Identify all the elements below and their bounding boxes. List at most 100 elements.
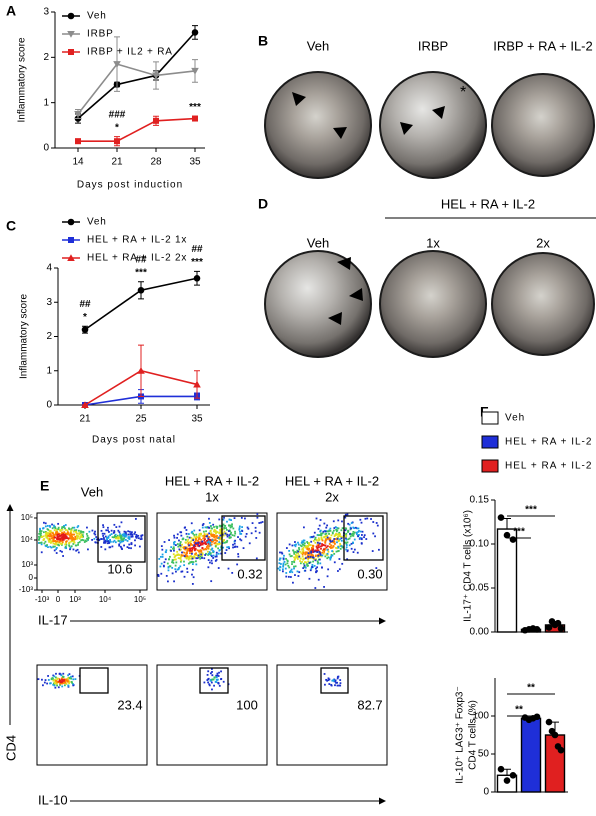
event-dot bbox=[185, 551, 188, 554]
event-dot bbox=[308, 547, 310, 550]
event-dot bbox=[195, 560, 197, 563]
event-dot bbox=[228, 536, 231, 539]
event-dot bbox=[219, 529, 222, 532]
event-dot bbox=[233, 542, 236, 545]
event-dot bbox=[109, 538, 111, 541]
event-dot bbox=[179, 544, 182, 547]
event-dot bbox=[302, 567, 305, 569]
event-dot bbox=[42, 535, 45, 538]
event-dot bbox=[301, 560, 303, 563]
event-dot bbox=[178, 548, 181, 551]
event-dot bbox=[308, 544, 311, 547]
event-dot bbox=[200, 539, 203, 541]
event-dot bbox=[62, 538, 65, 541]
event-dot bbox=[345, 542, 348, 545]
event-dot bbox=[203, 536, 206, 539]
event-dot bbox=[312, 539, 315, 542]
event-dot bbox=[254, 530, 257, 533]
data-point bbox=[503, 531, 511, 539]
event-dot bbox=[168, 565, 171, 568]
event-dot bbox=[200, 551, 203, 553]
event-dot bbox=[47, 533, 50, 536]
legend-label: HEL + RA + IL-2 1x bbox=[505, 437, 596, 448]
event-dot bbox=[319, 530, 322, 533]
event-dot bbox=[68, 537, 71, 539]
event-dot bbox=[246, 526, 249, 529]
event-dot bbox=[102, 526, 105, 529]
event-dot bbox=[365, 538, 368, 540]
event-dot bbox=[328, 678, 331, 681]
event-dot bbox=[344, 513, 347, 516]
event-dot bbox=[61, 680, 63, 683]
event-dot bbox=[165, 551, 167, 554]
event-dot bbox=[302, 546, 305, 549]
event-dot bbox=[211, 535, 213, 538]
event-dot bbox=[53, 684, 56, 687]
event-dot bbox=[193, 529, 196, 532]
event-dot bbox=[316, 560, 319, 563]
event-dot bbox=[160, 545, 163, 548]
event-dot bbox=[134, 544, 136, 547]
event-dot bbox=[60, 543, 63, 546]
event-dot bbox=[37, 542, 40, 544]
event-dot bbox=[114, 537, 117, 540]
event-dot bbox=[128, 543, 131, 546]
event-dot bbox=[43, 538, 45, 540]
event-dot bbox=[49, 542, 52, 544]
event-dot bbox=[52, 683, 55, 686]
marker bbox=[153, 117, 159, 124]
event-dot bbox=[68, 533, 71, 536]
event-dot bbox=[189, 561, 192, 564]
event-dot bbox=[311, 536, 313, 538]
event-dot bbox=[113, 539, 116, 542]
event-dot bbox=[293, 544, 296, 547]
event-dot bbox=[177, 545, 180, 548]
event-dot bbox=[337, 546, 340, 549]
event-dot bbox=[212, 550, 215, 552]
event-dot bbox=[296, 555, 299, 557]
annotation: *** bbox=[189, 102, 201, 113]
event-dot bbox=[297, 541, 299, 544]
event-dot bbox=[182, 546, 184, 549]
event-dot bbox=[317, 544, 320, 547]
event-dot bbox=[219, 534, 222, 537]
event-dot bbox=[191, 555, 194, 558]
event-dot bbox=[305, 561, 308, 564]
event-dot bbox=[119, 545, 122, 548]
event-dot bbox=[49, 525, 52, 528]
event-dot bbox=[38, 538, 40, 541]
marker bbox=[137, 286, 145, 294]
event-dot bbox=[63, 533, 65, 536]
event-dot bbox=[308, 552, 311, 555]
event-dot bbox=[223, 530, 226, 533]
event-dot bbox=[283, 561, 286, 563]
event-dot bbox=[187, 543, 190, 546]
event-dot bbox=[338, 558, 341, 560]
event-dot bbox=[180, 570, 183, 573]
event-dot bbox=[185, 547, 188, 550]
y-tick-label: 0.00 bbox=[470, 627, 490, 638]
event-dot bbox=[127, 533, 130, 536]
event-dot bbox=[50, 546, 53, 549]
event-dot bbox=[296, 558, 299, 560]
event-dot bbox=[360, 542, 363, 544]
event-dot bbox=[296, 549, 299, 552]
event-dot bbox=[316, 549, 318, 552]
event-dot bbox=[207, 677, 210, 680]
event-dot bbox=[173, 549, 175, 552]
event-dot bbox=[214, 529, 217, 532]
event-dot bbox=[79, 536, 82, 539]
event-dot bbox=[196, 536, 199, 539]
event-dot bbox=[331, 550, 334, 552]
event-dot bbox=[47, 538, 50, 541]
event-dot bbox=[332, 520, 335, 523]
event-dot bbox=[56, 531, 58, 534]
event-dot bbox=[350, 522, 353, 524]
event-dot bbox=[245, 533, 248, 535]
event-dot bbox=[174, 544, 177, 546]
event-dot bbox=[72, 684, 75, 686]
event-dot bbox=[46, 682, 49, 685]
event-dot bbox=[104, 548, 107, 551]
event-dot bbox=[211, 527, 213, 530]
event-dot bbox=[336, 529, 339, 532]
